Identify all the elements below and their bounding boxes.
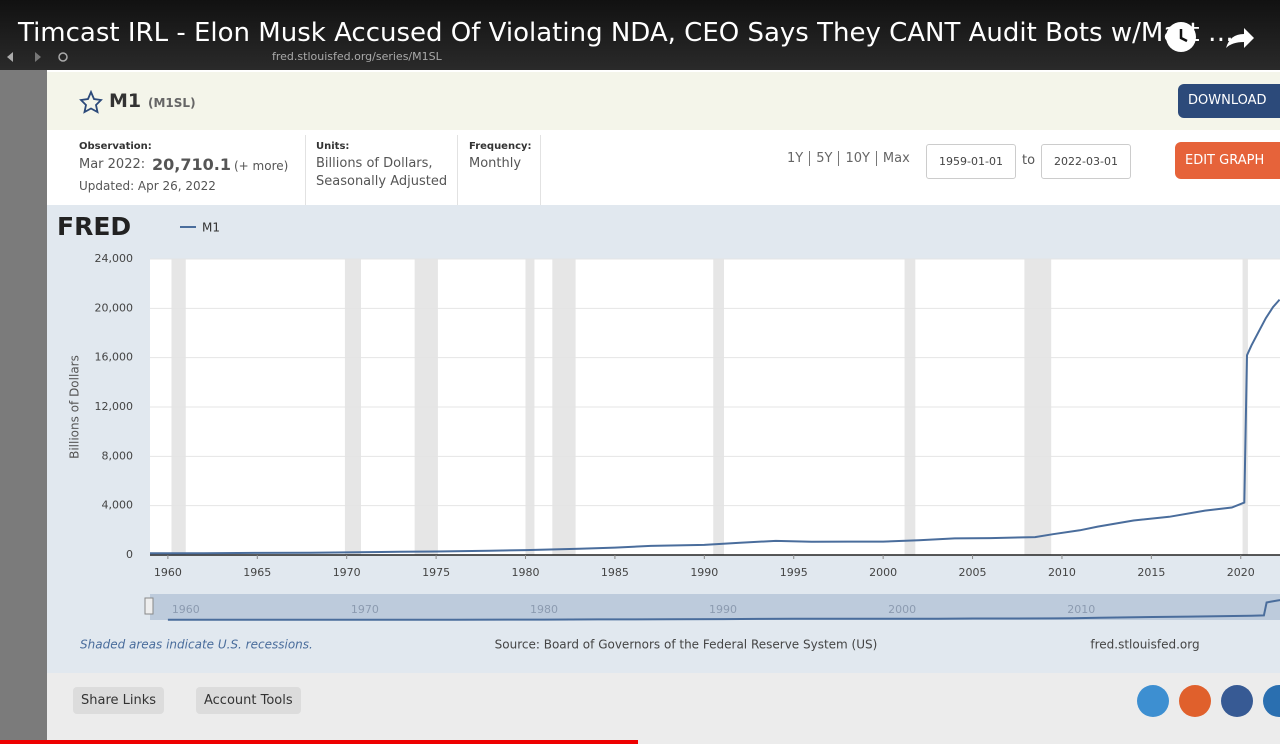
start-date[interactable]: 1959-01-01 bbox=[926, 144, 1016, 179]
more-link[interactable]: (+ more) bbox=[234, 159, 289, 173]
star-icon[interactable] bbox=[79, 90, 103, 114]
x-tick-label: 1960 bbox=[154, 566, 182, 579]
y-tick-label: 8,000 bbox=[102, 449, 134, 462]
video-icons bbox=[1166, 22, 1254, 52]
y-tick-label: 24,000 bbox=[95, 252, 134, 265]
navigator bbox=[150, 594, 1280, 620]
range-link[interactable]: 10Y bbox=[838, 151, 875, 166]
y-tick-label: 0 bbox=[126, 548, 133, 561]
navigator-tick-label: 1980 bbox=[530, 603, 558, 616]
edit-graph-button[interactable]: EDIT GRAPH bbox=[1175, 142, 1280, 179]
observation-label: Observation: bbox=[79, 141, 152, 152]
series-code: (M1SL) bbox=[148, 96, 196, 110]
video-bar: Timcast IRL - Elon Musk Accused Of Viola… bbox=[0, 0, 1280, 70]
units: Seasonally Adjusted bbox=[316, 174, 448, 189]
share-icon[interactable] bbox=[1226, 28, 1254, 48]
navigator-tick-label: 1970 bbox=[351, 603, 379, 616]
reddit-icon[interactable] bbox=[1179, 685, 1211, 717]
to-label: to bbox=[1022, 153, 1036, 168]
navigator-line bbox=[167, 599, 1280, 621]
x-tick-label: 2020 bbox=[1227, 566, 1255, 579]
footer: Share Links Account Tools bbox=[47, 673, 1280, 744]
site: fred.stlouisfed.org bbox=[1090, 638, 1199, 652]
y-axis-title: Billions of Dollars bbox=[68, 355, 82, 459]
x-tick-label: 1985 bbox=[601, 566, 629, 579]
nav-icons bbox=[7, 52, 68, 62]
frequency: Monthly bbox=[469, 156, 522, 171]
x-tick-label: 1975 bbox=[422, 566, 450, 579]
series-header: M1 (M1SL) DOWNLOAD bbox=[47, 72, 1280, 130]
y-tick-label: 16,000 bbox=[95, 351, 134, 364]
fred-logo: FRED bbox=[57, 212, 131, 241]
navigator-tick-label: 1990 bbox=[709, 603, 737, 616]
legend-label: M1 bbox=[202, 221, 220, 235]
video-title: Timcast IRL - Elon Musk Accused Of Viola… bbox=[18, 18, 1234, 48]
url[interactable]: fred.stlouisfed.org/series/M1SL bbox=[272, 50, 442, 63]
navigator-tick-label: 2000 bbox=[888, 603, 916, 616]
x-tick-label: 2000 bbox=[869, 566, 897, 579]
units-label: Units: bbox=[316, 141, 350, 152]
navigator-handle[interactable] bbox=[144, 597, 154, 615]
x-tick-label: 1980 bbox=[512, 566, 540, 579]
facebook-icon[interactable] bbox=[1221, 685, 1253, 717]
end-date[interactable]: 2022-03-01 bbox=[1041, 144, 1131, 179]
navigator-tick-label: 2010 bbox=[1067, 603, 1095, 616]
x-tick-label: 2010 bbox=[1048, 566, 1076, 579]
share-links-button[interactable]: Share Links bbox=[73, 687, 165, 714]
series-line bbox=[149, 298, 1280, 555]
range-link[interactable]: 5Y bbox=[809, 151, 838, 166]
x-tick-label: 2015 bbox=[1137, 566, 1165, 579]
observation-date: Mar 2022: bbox=[79, 157, 146, 172]
navigator-tick-label: 1960 bbox=[172, 603, 200, 616]
range-link[interactable]: 1Y bbox=[787, 151, 804, 166]
x-tick-label: 1990 bbox=[690, 566, 718, 579]
series-name: M1 bbox=[109, 90, 142, 112]
x-tick-label: 2005 bbox=[959, 566, 987, 579]
frequency-label: Frequency: bbox=[469, 141, 532, 152]
linkedin-icon[interactable] bbox=[1263, 685, 1280, 717]
updated: Updated: Apr 26, 2022 bbox=[79, 179, 216, 193]
source: Source: Board of Governors of the Federa… bbox=[495, 638, 878, 652]
x-tick-label: 1965 bbox=[243, 566, 271, 579]
recession-note: Shaded areas indicate U.S. recessions. bbox=[80, 638, 313, 652]
y-tick-label: 4,000 bbox=[102, 499, 134, 512]
x-tick-label: 1995 bbox=[780, 566, 808, 579]
account-tools-button[interactable]: Account Tools bbox=[196, 687, 301, 714]
download-button[interactable]: DOWNLOAD bbox=[1178, 84, 1280, 118]
social-icons bbox=[1137, 685, 1280, 717]
twitter-icon[interactable] bbox=[1137, 685, 1169, 717]
observation-value: 20,710.1 bbox=[152, 155, 231, 174]
progress-bar bbox=[0, 740, 638, 744]
range-links: 1Y 5Y 10Y Max bbox=[781, 151, 916, 166]
y-tick-label: 20,000 bbox=[95, 301, 134, 314]
x-tick-label: 1970 bbox=[333, 566, 361, 579]
range-link[interactable]: Max bbox=[875, 151, 916, 166]
y-tick-label: 12,000 bbox=[95, 400, 134, 413]
units: Billions of Dollars, bbox=[316, 156, 433, 171]
